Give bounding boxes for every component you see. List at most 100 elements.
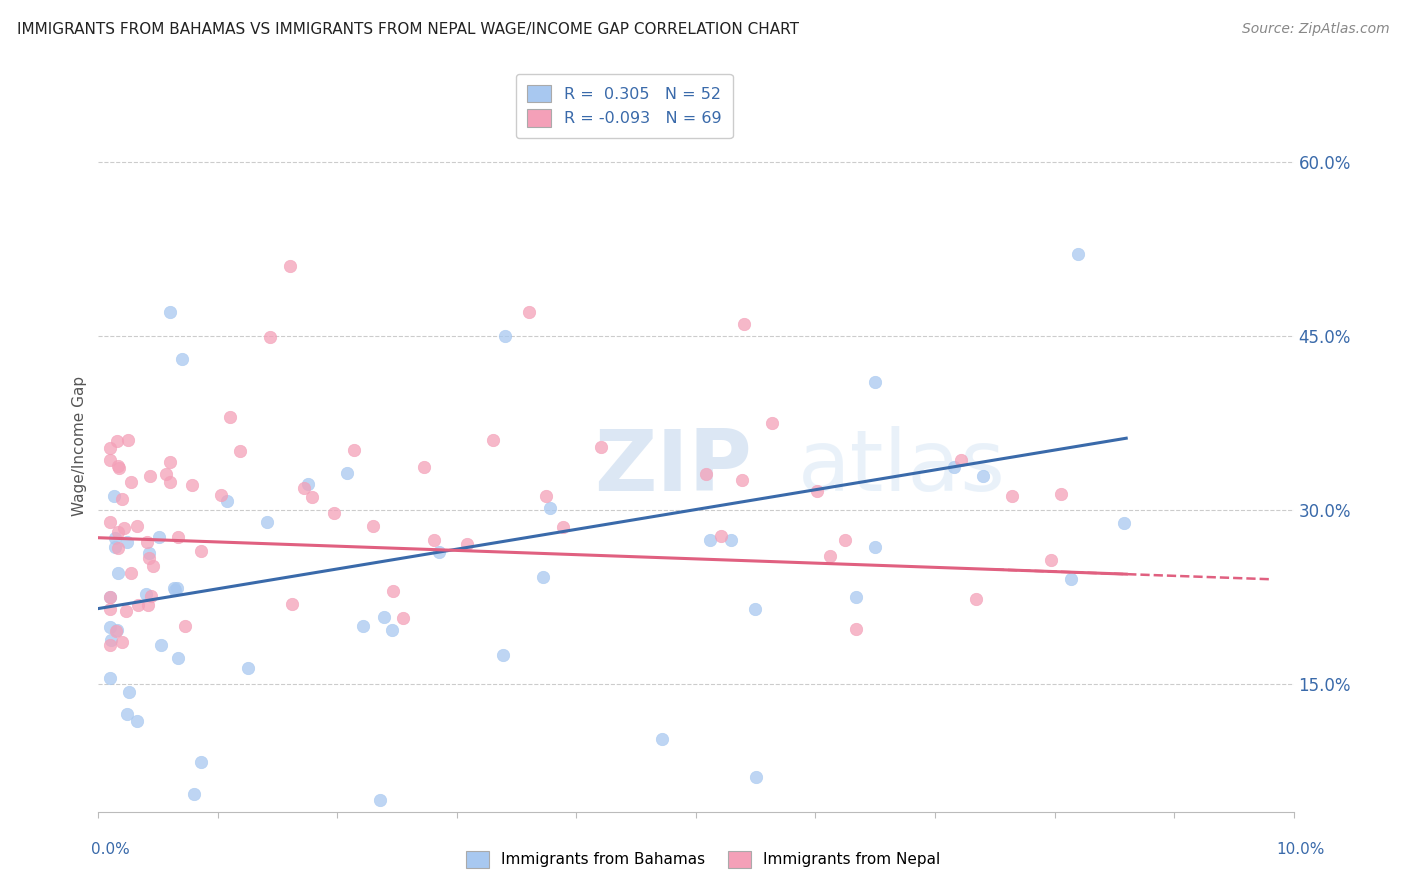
Point [180,478,202,492]
Point [107,458,129,473]
Legend: Immigrants from Bahamas, Immigrants from Nepal: Immigrants from Bahamas, Immigrants from… [460,845,946,873]
Point [761,416,783,430]
Point [322,506,344,520]
Point [190,544,212,558]
Point [217,494,239,508]
Point [104,531,127,545]
Text: atlas: atlas [797,426,1005,509]
Point [105,434,128,449]
Point [361,519,384,533]
Point [301,490,323,504]
Point [845,622,868,636]
Point [695,467,717,481]
Point [278,259,301,273]
Point [1067,247,1090,261]
Point [865,375,887,389]
Point [105,623,128,637]
Text: 0.0%: 0.0% [91,842,131,856]
Point [818,549,841,563]
Point [745,770,768,784]
Point [105,624,128,638]
Point [107,541,129,556]
Point [370,793,392,807]
Point [733,317,755,331]
Point [103,489,125,503]
Point [117,707,139,722]
Point [292,482,315,496]
Point [135,535,157,549]
Point [412,459,434,474]
Point [373,610,395,624]
Legend: R =  0.305   N = 52, R = -0.093   N = 69: R = 0.305 N = 52, R = -0.093 N = 69 [516,74,733,138]
Point [336,466,359,480]
Point [834,533,856,547]
Point [98,515,122,529]
Point [229,443,252,458]
Point [651,731,673,746]
Point [115,604,138,618]
Point [138,469,160,483]
Point [699,533,721,547]
Point [280,597,302,611]
Point [127,598,149,612]
Point [720,533,742,547]
Point [166,581,188,595]
Point [1112,516,1135,531]
Point [533,570,555,584]
Point [107,566,129,580]
Point [391,611,413,625]
Point [98,453,122,467]
Point [236,661,259,675]
Point [172,351,194,366]
Point [1001,488,1024,502]
Point [492,648,515,663]
Point [422,533,444,547]
Point [863,540,886,554]
Point [104,540,127,554]
Point [111,635,134,649]
Point [710,529,733,543]
Point [136,598,159,612]
Text: IMMIGRANTS FROM BAHAMAS VS IMMIGRANTS FROM NEPAL WAGE/INCOME GAP CORRELATION CHA: IMMIGRANTS FROM BAHAMAS VS IMMIGRANTS FR… [17,22,799,37]
Point [942,459,965,474]
Point [108,461,131,475]
Point [162,582,184,596]
Point [456,537,478,551]
Point [148,530,170,544]
Point [950,452,973,467]
Point [427,544,450,558]
Point [112,521,135,535]
Point [149,638,172,652]
Point [744,602,766,616]
Point [343,442,366,457]
Point [538,501,561,516]
Point [167,531,190,545]
Point [98,590,122,604]
Point [98,591,122,605]
Point [183,787,205,801]
Point [107,525,129,540]
Point [118,685,141,699]
Point [139,590,162,604]
Point [731,473,754,487]
Point [494,328,516,343]
Point [190,755,212,769]
Point [98,601,122,615]
Point [98,620,122,634]
Point [138,550,160,565]
Y-axis label: Wage/Income Gap: Wage/Income Gap [72,376,87,516]
Point [115,534,138,549]
Point [98,441,122,455]
Point [98,638,122,652]
Point [174,618,197,632]
Point [972,469,994,483]
Point [517,305,540,319]
Point [120,475,142,489]
Point [135,586,157,600]
Point [120,566,142,581]
Point [1050,487,1073,501]
Text: 10.0%: 10.0% [1277,842,1324,856]
Point [352,619,374,633]
Point [1040,553,1063,567]
Point [591,440,613,454]
